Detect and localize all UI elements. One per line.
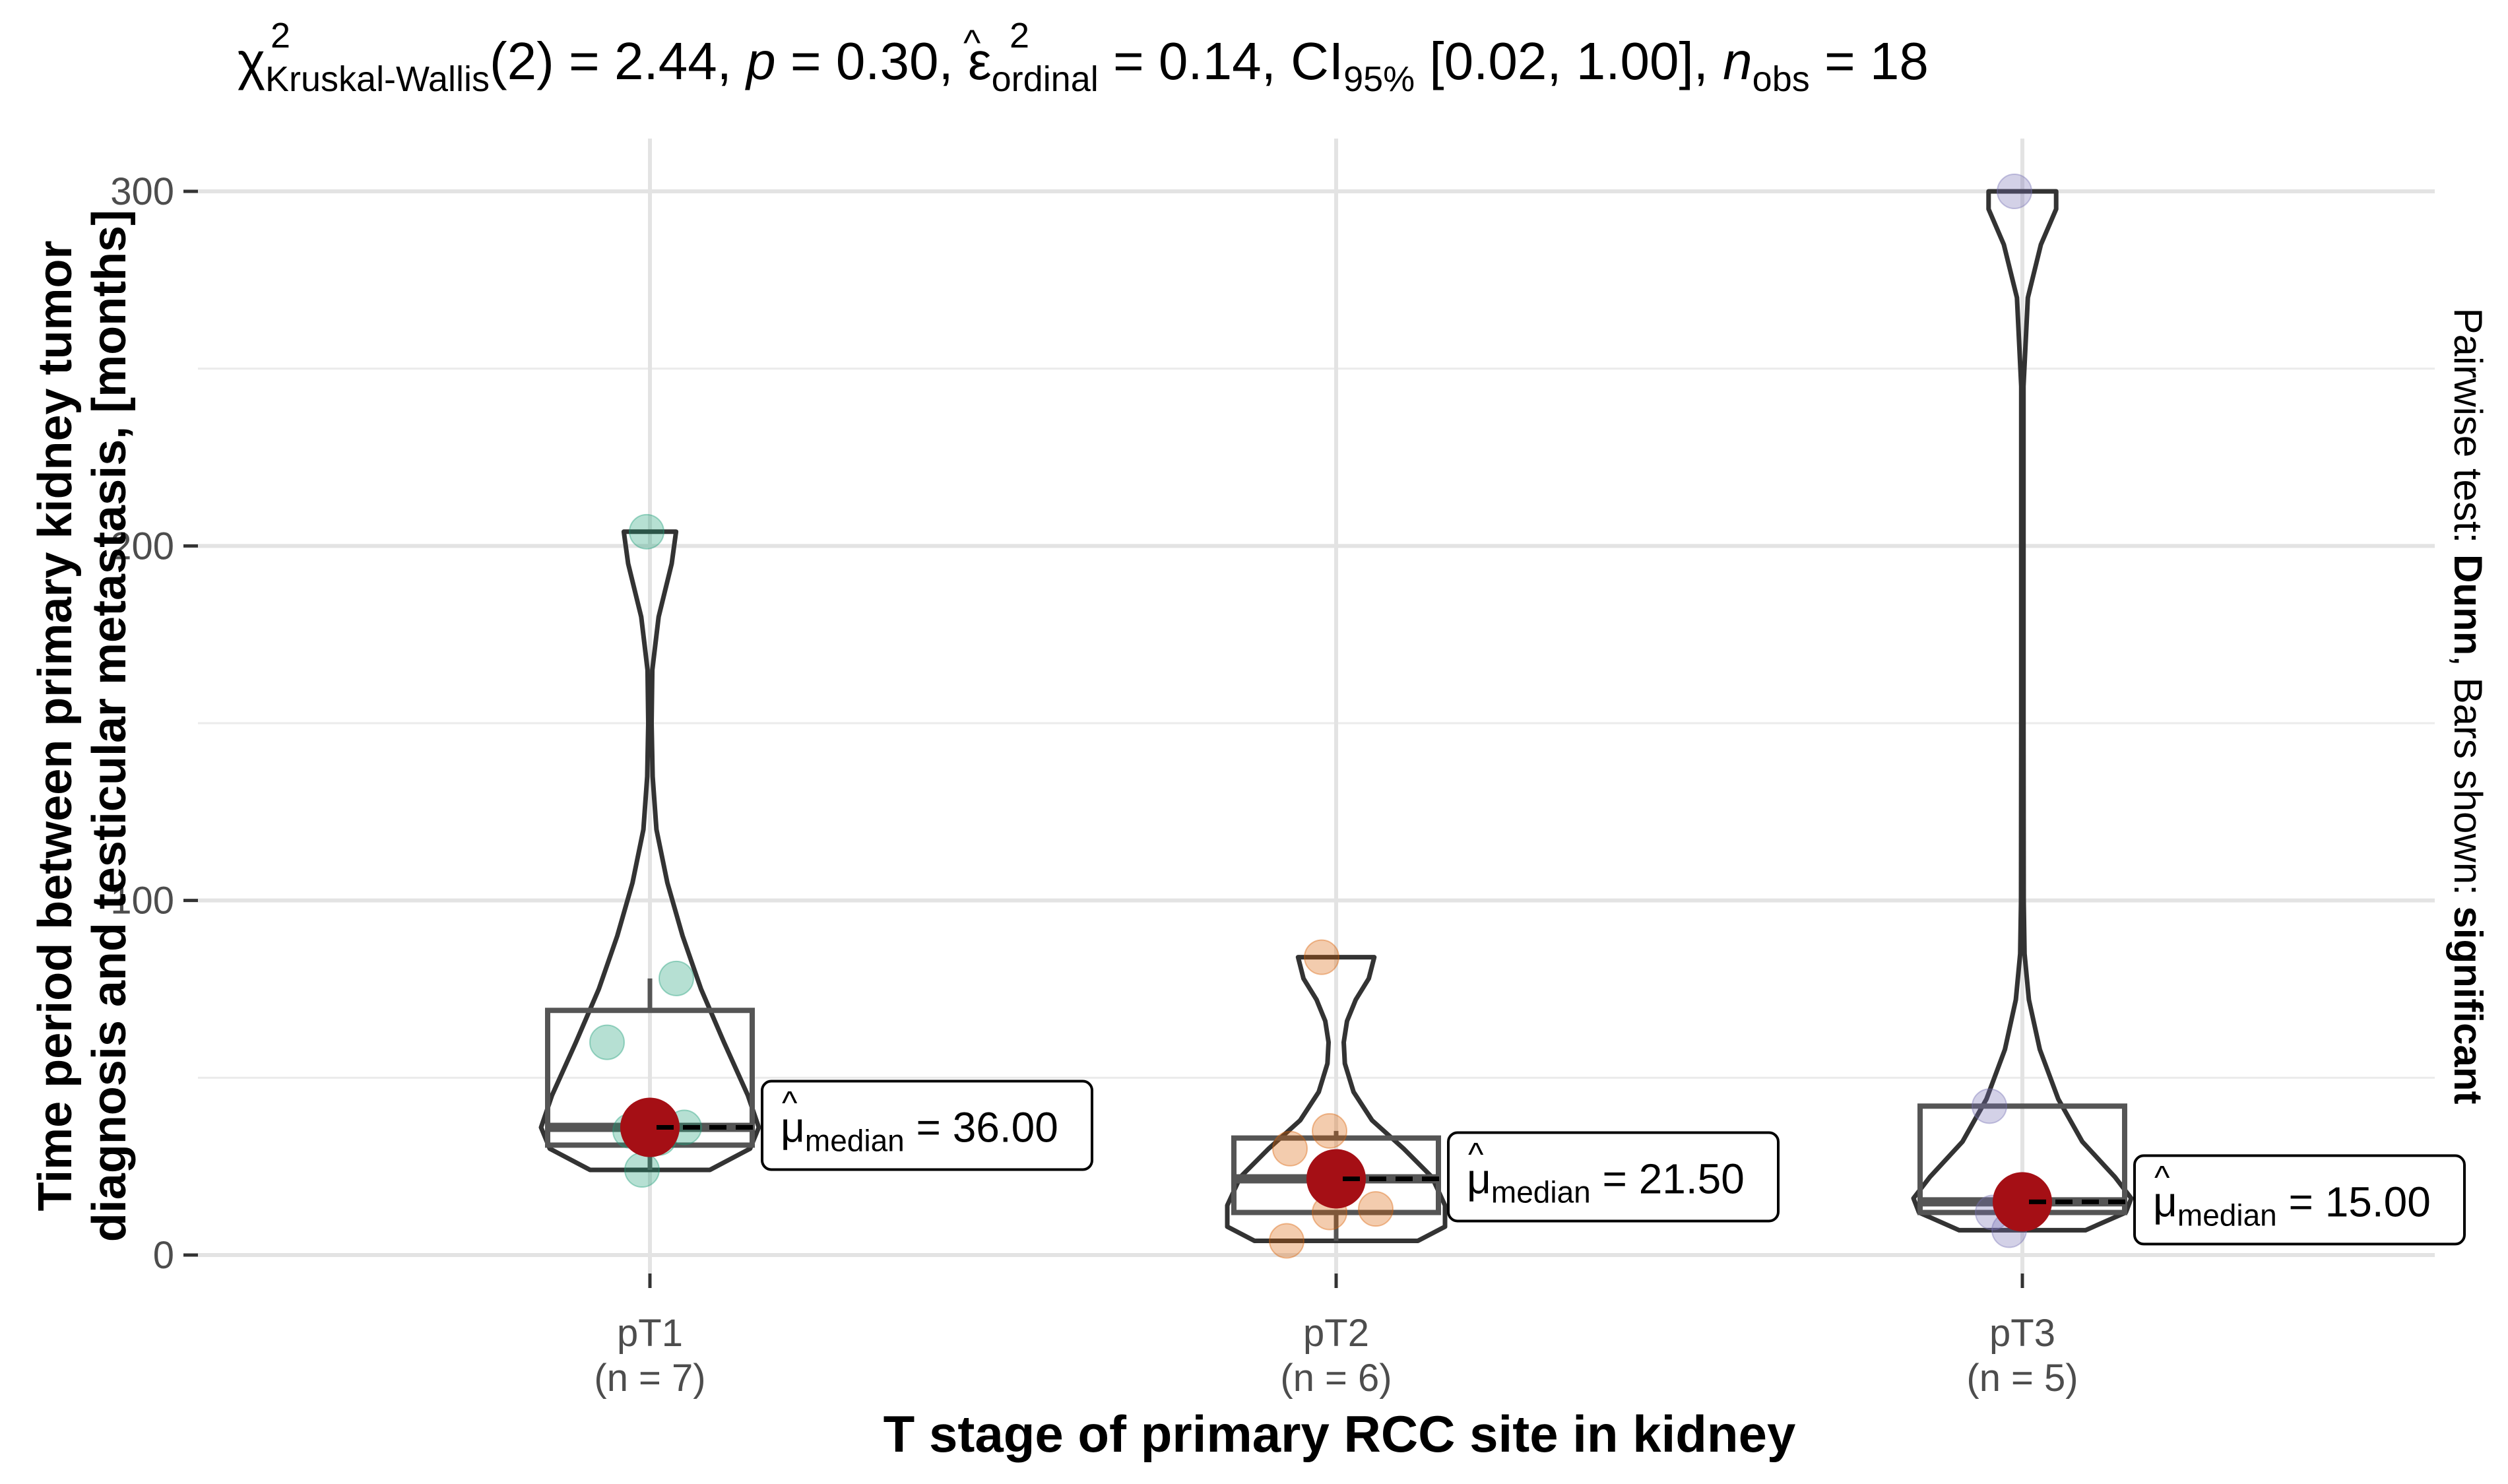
x-tick-n-label: (n = 7) [594, 1357, 705, 1400]
data-point [1358, 1191, 1394, 1227]
x-tick-label: pT1 [617, 1312, 683, 1355]
x-tick-n-label: (n = 6) [1280, 1357, 1392, 1400]
title-es-sub: ordinal [992, 59, 1099, 99]
x-tick-n-label: (n = 5) [1966, 1357, 2078, 1400]
caption-test: Dunn [2446, 554, 2490, 655]
title-stat-symbol: χ [238, 32, 265, 90]
median-point [620, 1097, 680, 1157]
median-label: μmedian = 36.00 [781, 1104, 1058, 1158]
median-label-value: = 21.50 [1591, 1155, 1745, 1202]
pairwise-caption: Pairwise test: Dunn, Bars shown: signifi… [2446, 308, 2490, 1105]
title-p: = 0.30, [776, 32, 968, 90]
y-tick-label: 0 [153, 1234, 174, 1277]
y-axis-label-line2: diagnosis and testicular metastasis, [mo… [83, 210, 136, 1242]
data-point [1312, 1113, 1347, 1149]
median-label-sub: median [805, 1124, 905, 1158]
title-ci-sub: 95% [1343, 59, 1415, 99]
median-label-sub: median [1491, 1175, 1591, 1209]
title-n: = 18 [1810, 32, 1929, 90]
y-tick-label: 300 [110, 170, 174, 213]
median-label-box [1447, 1131, 1780, 1223]
data-point [589, 1024, 625, 1060]
median-label: μmedian = 15.00 [2153, 1178, 2431, 1232]
median-point [1306, 1149, 1366, 1209]
data-point [659, 960, 694, 996]
data-point [1997, 174, 2032, 209]
x-tick-label: pT2 [1303, 1312, 1369, 1355]
median-label-mu: μ [2153, 1178, 2177, 1225]
data-point [629, 513, 664, 550]
median-label-value: = 36.00 [905, 1104, 1058, 1151]
title-stat-sub: Kruskal-Wallis [265, 59, 490, 99]
x-axis-label: T stage of primary RCC site in kidney [884, 1405, 1796, 1463]
title-ci: [0.02, 1.00], [1415, 32, 1723, 90]
median-label-hat: ^ [782, 1085, 798, 1122]
median-label-sub: median [2177, 1198, 2277, 1232]
data-point [1269, 1223, 1304, 1259]
title-stat-sup: 2 [271, 16, 290, 55]
median-label-mu: μ [781, 1104, 805, 1151]
median-label: μmedian = 21.50 [1467, 1155, 1745, 1209]
median-label-box [2133, 1154, 2466, 1246]
data-point [1304, 939, 1339, 975]
violin-pT3 [1911, 189, 2134, 1233]
data-point [624, 1152, 660, 1188]
median-label-value: = 15.00 [2277, 1178, 2431, 1225]
caption-bars: significant [2446, 906, 2490, 1104]
median-point [1993, 1172, 2052, 1232]
caption-middle: , Bars shown: [2446, 655, 2490, 906]
data-point [1972, 1088, 2007, 1124]
violin-pT1 [538, 529, 761, 1173]
caption-prefix: Pairwise test: [2446, 308, 2490, 554]
x-tick-label: pT3 [1989, 1312, 2055, 1355]
chart-title: χKruskal-Wallis(2) = 2.44, p = 0.30, εor… [238, 32, 1929, 99]
data-point [1272, 1130, 1308, 1167]
title-df: (2) = 2.44, [490, 32, 746, 90]
title-n-symbol: n [1723, 32, 1752, 90]
title-es-hat: ^ [963, 22, 981, 63]
title-es-sup: 2 [1010, 16, 1029, 55]
median-label-mu: μ [1467, 1155, 1491, 1202]
median-label-hat: ^ [2154, 1159, 2170, 1196]
y-axis-label-line1: Time period between primary kidney tumor [29, 240, 82, 1211]
median-label-box [761, 1080, 1093, 1171]
median-label-hat: ^ [1468, 1136, 1484, 1173]
y-tick-label: 200 [110, 525, 174, 567]
title-p-symbol: p [745, 32, 776, 90]
y-tick-label: 100 [110, 880, 174, 922]
title-es: = 0.14, CI [1099, 32, 1343, 90]
title-n-sub: obs [1752, 59, 1810, 99]
title-es-symbol: ε [968, 32, 992, 90]
